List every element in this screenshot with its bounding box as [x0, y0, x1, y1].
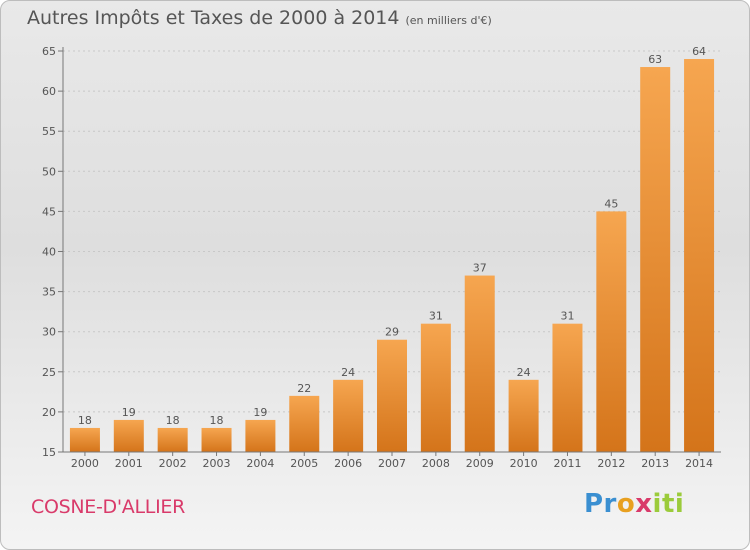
y-tick-label: 30 — [42, 326, 56, 339]
bar-value-label: 24 — [341, 366, 355, 379]
bar-value-label: 29 — [385, 326, 399, 339]
y-tick-label: 60 — [42, 85, 56, 98]
x-tick-label: 2006 — [334, 457, 362, 470]
proxiti-logo: Proxiti — [584, 489, 685, 519]
chart-title-text: Autres Impôts et Taxes de 2000 à 2014 — [27, 7, 400, 29]
y-tick-label: 25 — [42, 366, 56, 379]
x-tick-label: 2007 — [378, 457, 406, 470]
x-tick-label: 2011 — [553, 457, 581, 470]
bar — [157, 427, 188, 452]
x-tick-label: 2004 — [246, 457, 274, 470]
x-tick-label: 2009 — [466, 457, 494, 470]
bar — [684, 59, 715, 453]
y-tick-label: 45 — [42, 205, 56, 218]
bar — [508, 379, 539, 452]
bar — [377, 339, 407, 452]
y-tick-label: 55 — [42, 125, 56, 138]
bar — [113, 419, 144, 452]
x-tick-label: 2010 — [510, 457, 538, 470]
bar-value-label: 37 — [473, 262, 487, 275]
city-name: COSNE-D'ALLIER — [31, 496, 185, 518]
bar — [420, 323, 451, 452]
bar-value-label: 31 — [560, 310, 574, 323]
bar — [552, 323, 583, 452]
bar-value-label: 19 — [253, 406, 267, 419]
chart-title: Autres Impôts et Taxes de 2000 à 2014 (en… — [27, 7, 492, 29]
x-tick-label: 2001 — [115, 457, 143, 470]
bar — [69, 427, 100, 452]
x-tick-label: 2002 — [159, 457, 187, 470]
x-tick-label: 2008 — [422, 457, 450, 470]
bar — [596, 211, 627, 452]
bar — [333, 379, 364, 452]
x-tick-label: 2000 — [71, 457, 99, 470]
x-tick-label: 2012 — [597, 457, 625, 470]
bar — [464, 275, 495, 452]
bar-value-label: 24 — [517, 366, 531, 379]
bar-value-label: 18 — [166, 414, 180, 427]
bar — [245, 419, 276, 452]
x-tick-label: 2003 — [203, 457, 231, 470]
bar-value-label: 64 — [692, 45, 706, 58]
y-tick-label: 15 — [42, 446, 56, 459]
y-tick-label: 20 — [42, 406, 56, 419]
chart-subtitle: (en milliers d'€) — [405, 14, 492, 27]
bar-value-label: 19 — [122, 406, 136, 419]
y-tick-label: 50 — [42, 165, 56, 178]
x-tick-label: 2014 — [685, 457, 713, 470]
bar-value-label: 63 — [648, 53, 662, 66]
bar — [289, 395, 320, 452]
x-tick-label: 2013 — [641, 457, 669, 470]
bar — [201, 427, 232, 452]
bar-value-label: 18 — [210, 414, 224, 427]
bar-value-label: 22 — [297, 382, 311, 395]
y-tick-label: 35 — [42, 286, 56, 299]
bar-value-label: 18 — [78, 414, 92, 427]
y-tick-label: 65 — [42, 45, 56, 58]
bar-value-label: 31 — [429, 310, 443, 323]
bar — [640, 67, 671, 452]
bar-value-label: 45 — [604, 197, 618, 210]
x-tick-label: 2005 — [290, 457, 318, 470]
y-tick-label: 40 — [42, 246, 56, 259]
